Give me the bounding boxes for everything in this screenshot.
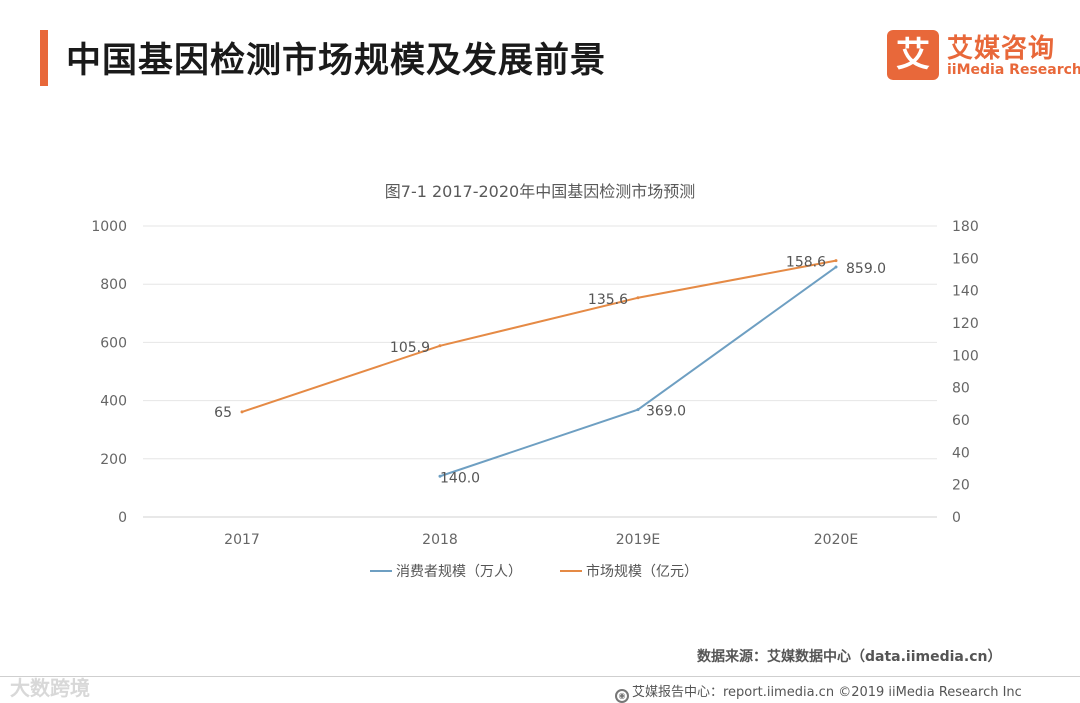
footer-text: 艾媒报告中心：report.iimedia.cn ©2019 iiMedia R… (632, 685, 1022, 700)
data-label: 105.9 (390, 340, 430, 356)
left-axis: 0 200 400 600 800 1000 (91, 219, 127, 526)
line-chart: 图7-1 2017-2020年中国基因检测市场预测 02004006008001… (91, 182, 979, 580)
data-point (636, 296, 640, 300)
left-tick-label: 200 (100, 452, 127, 468)
footer-divider (0, 676, 1080, 677)
left-tick-label: 0 (118, 510, 127, 526)
right-tick-label: 140 (952, 284, 979, 300)
iimedia-logo: 艾 艾媒咨询 iiMedia Research (887, 28, 1080, 84)
logo-name-cn: 艾媒咨询 (947, 34, 1056, 64)
left-tick-label: 1000 (91, 219, 127, 235)
page-title: 中国基因检测市场规模及发展前景 (66, 41, 607, 81)
data-label: 65 (214, 405, 232, 421)
globe-icon: ◉ (615, 689, 629, 703)
data-point (834, 259, 838, 263)
right-tick-label: 100 (952, 348, 979, 364)
data-label: 859.0 (846, 261, 886, 277)
watermark: 大数跨境 (10, 676, 90, 700)
chart-title: 图7-1 2017-2020年中国基因检测市场预测 (385, 182, 695, 201)
right-axis: 0 20 40 60 80 100 120 140 160 180 (952, 219, 979, 526)
data-point (636, 408, 640, 412)
chart-legend: 消费者规模（万人） 市场规模（亿元） (370, 563, 698, 580)
data-point (834, 265, 838, 269)
logo-name-en: iiMedia Research (947, 62, 1080, 78)
legend-label-0: 消费者规模（万人） (396, 564, 522, 580)
right-tick-label: 40 (952, 445, 970, 461)
data-label: 158.6 (786, 255, 826, 271)
logo-mark-icon: 艾 (887, 30, 939, 80)
data-point (240, 410, 244, 414)
data-point (438, 474, 442, 478)
data-label: 369.0 (646, 404, 686, 420)
right-tick-label: 80 (952, 381, 970, 397)
data-source: 数据来源：艾媒数据中心（data.iimedia.cn） (697, 649, 1002, 665)
x-axis: 2017 2018 2019E 2020E (224, 532, 858, 548)
x-tick-label: 2018 (422, 532, 458, 548)
left-tick-label: 600 (100, 335, 127, 351)
legend-label-1: 市场规模（亿元） (586, 563, 698, 580)
right-tick-label: 160 (952, 251, 979, 267)
left-tick-label: 800 (100, 277, 127, 293)
footer: ◉ 艾媒报告中心：report.iimedia.cn ©2019 iiMedia … (615, 681, 1022, 703)
title-accent-bar (40, 30, 48, 86)
x-tick-label: 2017 (224, 532, 260, 548)
data-label: 140.0 (440, 470, 480, 486)
data-point (438, 344, 442, 348)
right-tick-label: 60 (952, 413, 970, 429)
x-tick-label: 2020E (814, 532, 858, 548)
chart-series: 140.0 369.0 859.0 65 105.9 135.6 158.6 (214, 255, 886, 487)
series-line-1 (241, 259, 837, 413)
data-label: 135.6 (588, 292, 628, 308)
x-tick-label: 2019E (616, 532, 660, 548)
left-tick-label: 400 (100, 394, 127, 410)
right-tick-label: 20 (952, 478, 970, 494)
right-tick-label: 180 (952, 219, 979, 235)
right-tick-label: 0 (952, 510, 961, 526)
right-tick-label: 120 (952, 316, 979, 332)
